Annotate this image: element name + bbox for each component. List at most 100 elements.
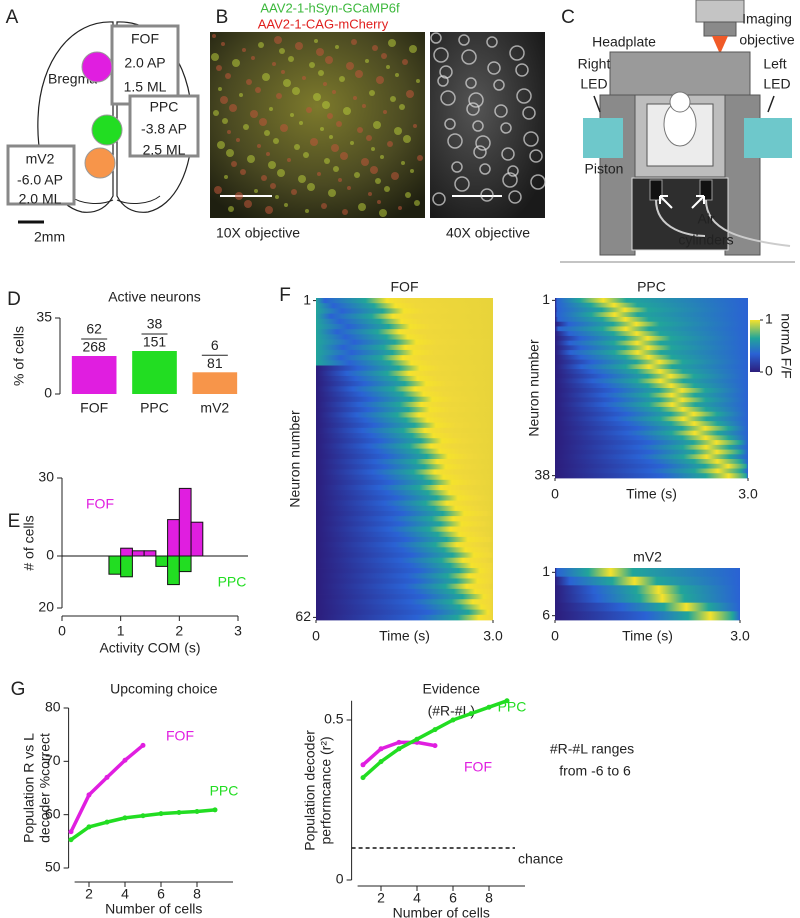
y-tick-label: 1 bbox=[542, 291, 550, 307]
region-marker bbox=[91, 114, 123, 146]
data-point bbox=[122, 757, 128, 763]
y-tick-label: 1 bbox=[542, 563, 550, 579]
y-tick-label: 35 bbox=[36, 309, 52, 325]
panel-label: A bbox=[6, 7, 19, 28]
apparatus-label: Imaging bbox=[742, 11, 792, 27]
y-axis-label: % of cells bbox=[11, 326, 27, 386]
x-tick-label: 0 bbox=[312, 628, 320, 644]
y-tick-label: 0.5 bbox=[324, 711, 344, 727]
image-label: 10X objective bbox=[216, 225, 300, 241]
region-marker bbox=[84, 147, 116, 179]
y-tick-label: 60 bbox=[45, 805, 61, 821]
x-axis-label: Time (s) bbox=[379, 628, 430, 644]
chart-title: Evidence bbox=[423, 681, 481, 697]
data-point bbox=[396, 739, 402, 745]
data-point bbox=[86, 824, 92, 830]
chart-title: Active neurons bbox=[108, 289, 201, 305]
x-tick-label: 8 bbox=[193, 886, 201, 902]
x-tick-label: 0 bbox=[551, 628, 559, 644]
data-point bbox=[104, 774, 110, 780]
chart-title: Upcoming choice bbox=[110, 681, 218, 697]
apparatus-drawing bbox=[560, 0, 795, 263]
x-tick-label: 2 bbox=[175, 623, 183, 639]
construct-label: AAV2-1-CAG-mCherry bbox=[258, 16, 389, 31]
data-point bbox=[68, 837, 74, 843]
y-axis-label: Population R vs L bbox=[20, 733, 36, 843]
data-point bbox=[68, 829, 74, 835]
apparatus-label: cylinders bbox=[678, 232, 733, 248]
data-point bbox=[450, 717, 456, 723]
chart-title: PPC bbox=[637, 279, 666, 295]
x-axis-label: Time (s) bbox=[622, 628, 673, 644]
colorbar-tick-label: 0 bbox=[765, 363, 773, 379]
colorbar bbox=[750, 320, 760, 372]
y-tick-label: 20 bbox=[38, 599, 54, 615]
data-point bbox=[360, 762, 366, 768]
y-tick-label: 50 bbox=[45, 859, 61, 875]
panel-label: C bbox=[561, 7, 575, 28]
series-label: PPC bbox=[218, 574, 247, 590]
x-tick-label: 0 bbox=[58, 623, 66, 639]
series-label: FOF bbox=[464, 759, 492, 775]
bar bbox=[192, 372, 238, 394]
annotation: from -6 to 6 bbox=[559, 763, 631, 779]
x-tick-label: PPC bbox=[140, 400, 169, 416]
y-tick-label: 70 bbox=[45, 752, 61, 768]
data-point bbox=[378, 759, 384, 765]
data-point bbox=[140, 742, 146, 748]
heatmap bbox=[555, 568, 740, 621]
region-ml: 1.5 ML bbox=[124, 79, 167, 95]
construct-label: AAV2-1-hSyn-GCaMP6f bbox=[260, 0, 400, 15]
panel-label: G bbox=[11, 679, 26, 700]
y-tick-label: 38 bbox=[534, 466, 550, 482]
data-point bbox=[176, 810, 182, 816]
image-label: 40X objective bbox=[446, 225, 530, 241]
region-marker bbox=[81, 51, 113, 83]
apparatus-label: LED bbox=[580, 76, 607, 92]
y-axis-label: Population decoder bbox=[301, 730, 317, 851]
y-tick-label: 0 bbox=[44, 385, 52, 401]
fraction-numerator: 6 bbox=[211, 337, 219, 353]
region-ml: 2.0 ML bbox=[19, 191, 62, 207]
x-tick-label: 6 bbox=[449, 890, 457, 906]
microscopy-images bbox=[210, 32, 546, 218]
panel-label: E bbox=[8, 511, 21, 532]
apparatus-label: objective bbox=[739, 32, 794, 48]
histogram-bar bbox=[178, 555, 192, 573]
scale-bar-label: 2mm bbox=[34, 229, 65, 245]
x-axis-label: Activity COM (s) bbox=[99, 640, 200, 656]
annotation: #R-#L ranges bbox=[550, 741, 634, 757]
region-name: FOF bbox=[131, 31, 159, 47]
region-ap: -3.8 AP bbox=[141, 121, 187, 137]
apparatus-label: Right bbox=[578, 56, 611, 72]
histogram-bar bbox=[120, 555, 133, 578]
x-tick-label: 4 bbox=[413, 890, 421, 906]
histogram-bar bbox=[131, 550, 145, 557]
x-tick-label: 8 bbox=[485, 890, 493, 906]
region-ml: 2.5 ML bbox=[143, 142, 186, 158]
histogram-bar bbox=[178, 487, 192, 557]
region-name: PPC bbox=[150, 99, 179, 115]
y-tick-label: 0 bbox=[336, 871, 344, 887]
data-point bbox=[468, 711, 474, 717]
y-axis-label: # of cells bbox=[21, 515, 37, 570]
y-tick-label: 6 bbox=[542, 606, 550, 622]
data-point bbox=[104, 819, 110, 825]
apparatus-label: Piston bbox=[585, 161, 624, 177]
apparatus-label: Left bbox=[763, 56, 786, 72]
chart-title: mV2 bbox=[633, 549, 662, 565]
y-tick-label: 30 bbox=[38, 469, 54, 485]
series-label: PPC bbox=[210, 783, 239, 799]
x-tick-label: 0 bbox=[551, 486, 559, 502]
panel-label: F bbox=[279, 285, 291, 306]
x-tick-label: 3.0 bbox=[483, 628, 503, 644]
x-tick-label: 3 bbox=[234, 623, 242, 639]
x-tick-label: 2 bbox=[85, 886, 93, 902]
x-tick-label: 1 bbox=[117, 623, 125, 639]
data-point bbox=[378, 746, 384, 752]
data-point bbox=[212, 807, 218, 813]
x-tick-label: 3.0 bbox=[738, 486, 758, 502]
heatmap bbox=[316, 298, 493, 621]
y-tick-label: 0 bbox=[46, 547, 54, 563]
data-point bbox=[504, 698, 510, 704]
